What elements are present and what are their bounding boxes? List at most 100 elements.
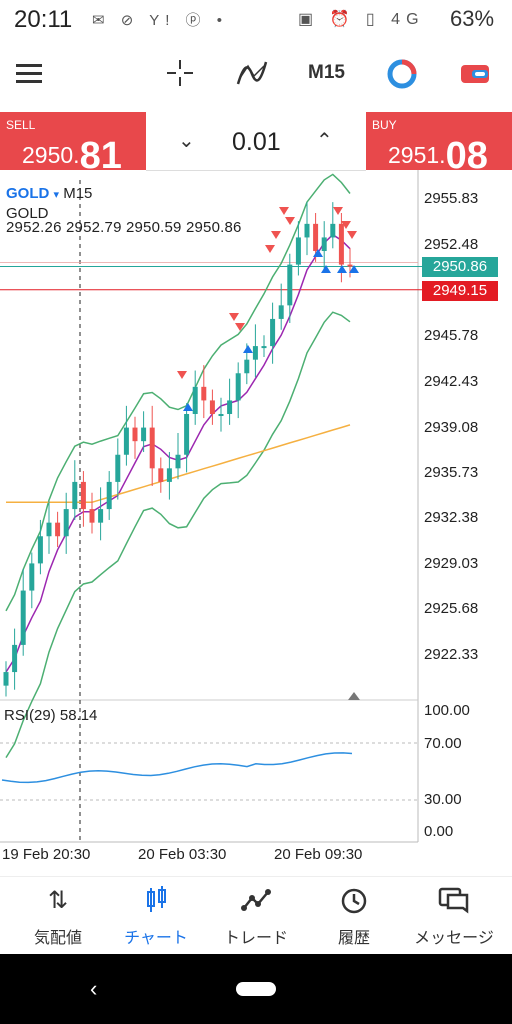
ask-price-tag: 2949.15 <box>422 281 498 301</box>
ohlc-values: 2952.26 2952.79 2950.59 2950.86 <box>6 219 242 236</box>
candle-body <box>218 414 224 417</box>
candle-body <box>201 386 207 401</box>
buy-signal-arrow <box>183 403 193 411</box>
sell-signal-arrow <box>341 221 351 229</box>
candle-body <box>3 672 9 686</box>
buy-button[interactable]: BUY 2951.08 <box>366 112 512 177</box>
price-axis-label: 2925.68 <box>424 600 479 617</box>
price-axis-label: 2955.83 <box>424 190 479 207</box>
price-axis-label: 2935.73 <box>424 464 479 481</box>
price-chart[interactable] <box>0 170 512 860</box>
lot-decrease-icon[interactable]: ⌄ <box>178 130 195 152</box>
candle-body <box>89 509 95 523</box>
candle-body <box>123 427 129 455</box>
bid-price-tag: 2950.86 <box>422 257 498 277</box>
candle-body <box>227 400 233 415</box>
buy-signal-arrow <box>313 249 323 257</box>
lot-increase-icon[interactable]: ⌃ <box>316 130 333 152</box>
timeframe-selector[interactable]: M15 <box>308 62 345 83</box>
rsi-label: RSI(29) 58.14 <box>4 707 98 724</box>
status-bar <box>0 0 512 38</box>
price-axis-label: 2939.08 <box>424 419 479 436</box>
candle-body <box>149 427 155 469</box>
lot-selector <box>146 112 366 171</box>
candle-body <box>235 373 241 401</box>
back-icon[interactable]: ‹ <box>90 976 98 1001</box>
objects-icon[interactable] <box>387 59 417 89</box>
status-time: 20:11 <box>14 6 73 33</box>
sell-signal-arrow <box>279 207 289 215</box>
rsi-level-label: 0.00 <box>424 823 454 840</box>
price-axis-label: 2942.43 <box>424 373 479 390</box>
nav-item-quotes[interactable]: ⇅ 気配値 <box>8 886 108 948</box>
sell-signal-arrow <box>177 371 187 379</box>
candle-body <box>270 318 276 347</box>
bollinger-upper-band <box>5 173 351 612</box>
sell-signal-arrow <box>265 245 275 253</box>
candle-body <box>261 346 267 349</box>
candle-body <box>244 359 250 374</box>
buy-signal-arrow <box>337 265 347 273</box>
battery-level: 63% <box>450 6 495 31</box>
chart-symbol[interactable]: GOLD ▾ M15 <box>6 185 92 202</box>
symbol-description: GOLD <box>6 205 49 222</box>
bottom-navigation <box>0 876 512 955</box>
sell-price: 2950.81 <box>22 135 122 177</box>
sell-button[interactable]: SELL 2950.81 <box>0 112 146 177</box>
price-axis-label: 2929.03 <box>424 555 479 572</box>
candle-body <box>321 237 327 252</box>
time-axis-label: 19 Feb 20:30 <box>2 846 91 863</box>
candle-body <box>72 481 78 510</box>
crosshair-icon[interactable] <box>165 58 195 88</box>
lot-size[interactable]: 0.01 <box>232 128 281 156</box>
sell-signal-arrow <box>347 231 357 239</box>
candle-body <box>184 414 190 455</box>
nav-item-trade[interactable]: トレード <box>206 886 306 948</box>
bollinger-lower-band <box>5 311 351 758</box>
time-axis-label: 20 Feb 03:30 <box>138 846 227 863</box>
nav-label: メッセージ <box>414 930 494 947</box>
candle-body <box>37 536 43 564</box>
buy-signal-arrow <box>243 345 253 353</box>
nav-label: チャート <box>124 930 188 947</box>
candle-body <box>304 223 310 238</box>
candle-body <box>158 468 164 482</box>
candle-body <box>175 454 181 469</box>
chart-icon <box>106 886 206 918</box>
nav-label: トレード <box>223 930 288 947</box>
symbol-dropdown-icon[interactable]: ▾ <box>53 189 60 201</box>
candle-body <box>141 427 147 442</box>
account-icon[interactable] <box>460 63 490 85</box>
candle-body <box>166 468 172 482</box>
candle-body <box>80 481 86 510</box>
candle-body <box>330 223 336 238</box>
buy-price: 2951.08 <box>388 135 488 177</box>
menu-icon[interactable] <box>16 64 42 84</box>
nav-item-messages[interactable]: メッセージ <box>404 886 504 948</box>
nav-item-chart[interactable]: チャート <box>106 886 206 948</box>
candle-body <box>209 400 215 415</box>
messages-icon <box>404 886 504 918</box>
time-axis-label: 20 Feb 09:30 <box>274 846 363 863</box>
candle-body <box>98 509 104 523</box>
candle-body <box>55 522 61 537</box>
price-axis-label: 2922.33 <box>424 646 479 663</box>
nav-label: 気配値 <box>33 930 82 947</box>
candle-body <box>106 481 112 510</box>
candle-body <box>252 346 258 360</box>
candle-body <box>115 454 121 482</box>
notification-icons: ✉ ⊘ Y! ⓟ • <box>92 12 228 29</box>
indicator-icon[interactable] <box>236 58 268 88</box>
rsi-level-label: 30.00 <box>424 791 462 808</box>
candle-body <box>347 264 353 267</box>
candle-body <box>63 509 69 537</box>
home-icon[interactable] <box>236 982 276 996</box>
price-axis-label: 2932.38 <box>424 509 479 526</box>
system-status-icons: ▣ ⏰ ▯ 4G <box>298 11 425 28</box>
buy-label: BUY <box>372 118 397 132</box>
sell-signal-arrow <box>229 313 239 321</box>
sell-signal-arrow <box>285 217 295 225</box>
buy-signal-arrow <box>321 265 331 273</box>
nav-item-history[interactable]: 履歴 <box>304 886 404 948</box>
history-icon <box>304 886 404 918</box>
